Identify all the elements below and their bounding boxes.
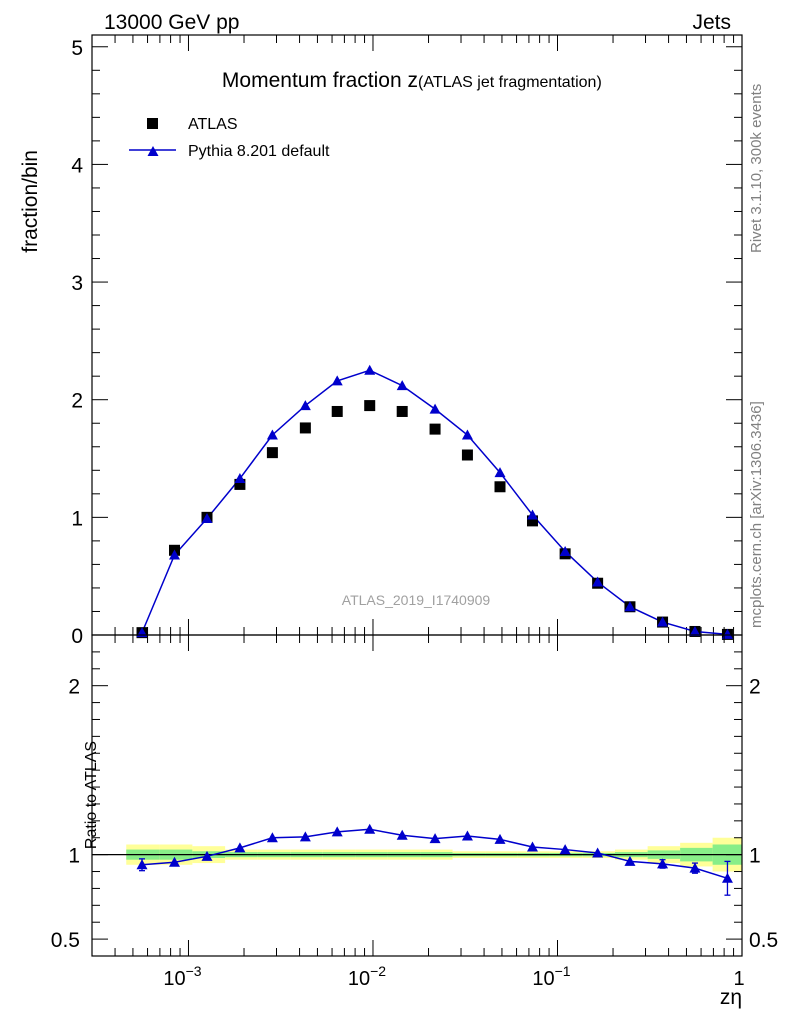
- ratio-pythia-point: [136, 859, 148, 870]
- atlas-point: [266, 447, 278, 459]
- pythia-point: [689, 625, 701, 636]
- ratio-pythia-point: [331, 826, 343, 837]
- pythia-point: [721, 628, 733, 639]
- main-x-axis: [91, 35, 743, 635]
- ratio-pythia-point: [396, 829, 408, 840]
- ratio-pythia-point: [592, 847, 604, 858]
- header-left-label: 13000 GeV pp: [104, 11, 239, 34]
- atlas-point: [331, 405, 343, 417]
- ratio-y-tick-label: 1: [68, 845, 80, 868]
- main-y-tick-label: 1: [71, 507, 83, 530]
- pythia-point: [526, 509, 538, 520]
- x-tick-label: 1: [733, 968, 744, 990]
- pythia-point: [429, 403, 441, 414]
- pythia-point: [624, 601, 636, 612]
- legend-atlas-label: ATLAS: [188, 116, 238, 133]
- pythia-point: [559, 545, 571, 556]
- pythia-point: [396, 380, 408, 391]
- ratio-pythia-point: [461, 830, 473, 841]
- ratio-pythia-point: [201, 850, 213, 861]
- x-tick-label: 10−2: [348, 963, 386, 990]
- pythia-point: [461, 429, 473, 440]
- pythia-point: [657, 616, 669, 627]
- pythia-point: [169, 549, 181, 560]
- ratio-pythia-point: [494, 833, 506, 844]
- atlas-point: [526, 515, 538, 527]
- atlas-point: [494, 481, 506, 493]
- ratio-plot-frame: [91, 634, 743, 957]
- rivet-version-label: Rivet 3.1.10, 300k events: [748, 84, 765, 253]
- main-title: Momentum fraction z: [222, 69, 418, 92]
- pythia-point: [592, 576, 604, 587]
- ratio-pythia-point: [689, 862, 701, 873]
- ratio-pythia-point: [657, 858, 669, 869]
- ratio-y-tick-label: 0.5: [51, 929, 80, 952]
- main-y-tick-label: 4: [71, 154, 83, 177]
- pythia-point: [234, 473, 246, 484]
- ratio-pythia-point: [234, 842, 246, 853]
- main-title-sub: (ATLAS jet fragmentation): [418, 74, 602, 91]
- pythia-point: [266, 429, 278, 440]
- ratio-pythia-point: [299, 831, 311, 842]
- pythia-point: [494, 467, 506, 478]
- legend-atlas-marker: [147, 118, 158, 129]
- ratio-pythia-point: [721, 872, 733, 883]
- atlas-point: [364, 400, 376, 412]
- ratio-pythia-point: [266, 832, 278, 843]
- x-axis-label: zη: [720, 986, 742, 1009]
- x-tick-label: 10−1: [532, 963, 570, 990]
- main-marks-layer: [136, 364, 733, 640]
- main-y-tick-label: 2: [71, 390, 83, 413]
- ratio-pythia-point: [624, 855, 636, 866]
- legend-pythia-label: Pythia 8.201 default: [188, 143, 330, 160]
- atlas-point: [461, 449, 473, 461]
- ratio-y-tick-label-right: 2: [749, 676, 761, 699]
- ratio-y-axis: 0.5 0.5 1 1 2 2: [51, 651, 778, 957]
- ratio-pythia-point: [559, 844, 571, 855]
- main-y-tick-label: 0: [71, 625, 83, 648]
- pythia-point: [331, 375, 343, 386]
- ratio-y-tick-label-right: 1: [749, 845, 761, 868]
- ratio-pythia-point: [526, 841, 538, 852]
- ratio-plot-panel: 0.5 0.51 12 2 10−3 10−2 10−1 1 Ratio to ATLAS …: [51, 634, 778, 1009]
- pythia-point: [201, 513, 213, 524]
- legend: ATLAS Pythia 8.201 default: [129, 116, 330, 160]
- ratio-y-tick-label: 2: [68, 676, 80, 699]
- x-tick-label: 10−3: [163, 963, 201, 990]
- atlas-point: [299, 422, 311, 434]
- main-y-tick-label: 3: [71, 272, 83, 295]
- ratio-y-axis-label: Ratio to ATLAS: [83, 741, 100, 849]
- ratio-bands-layer: [92, 837, 742, 872]
- ratio-pythia-point: [429, 833, 441, 844]
- atlas-point: [234, 478, 246, 490]
- ratio-pythia-point: [364, 823, 376, 834]
- header-right-label: Jets: [692, 11, 731, 34]
- legend-pythia-marker: [147, 146, 159, 156]
- ratio-y-tick-label-right: 0.5: [749, 929, 778, 952]
- main-y-axis-label: fraction/bin: [19, 150, 42, 253]
- main-plot-panel: 0 1 2 3 4 5 Momentum fraction z (ATLAS jet fr…: [19, 34, 743, 648]
- mcplots-label: mcplots.cern.ch [arXiv:1306.3436]: [748, 401, 765, 628]
- main-y-tick-label: 5: [71, 37, 83, 60]
- pythia-point: [299, 400, 311, 411]
- ratio-marks-layer: [136, 823, 733, 896]
- analysis-watermark: ATLAS_2019_I1740909: [342, 592, 491, 608]
- atlas-point: [429, 423, 441, 435]
- ratio-x-axis: 10−3 10−2 10−1 1: [91, 635, 745, 990]
- pythia-point: [364, 364, 376, 375]
- atlas-point: [396, 405, 408, 417]
- main-y-axis: 0 1 2 3 4 5: [71, 37, 742, 648]
- ratio-pythia-point: [169, 856, 181, 867]
